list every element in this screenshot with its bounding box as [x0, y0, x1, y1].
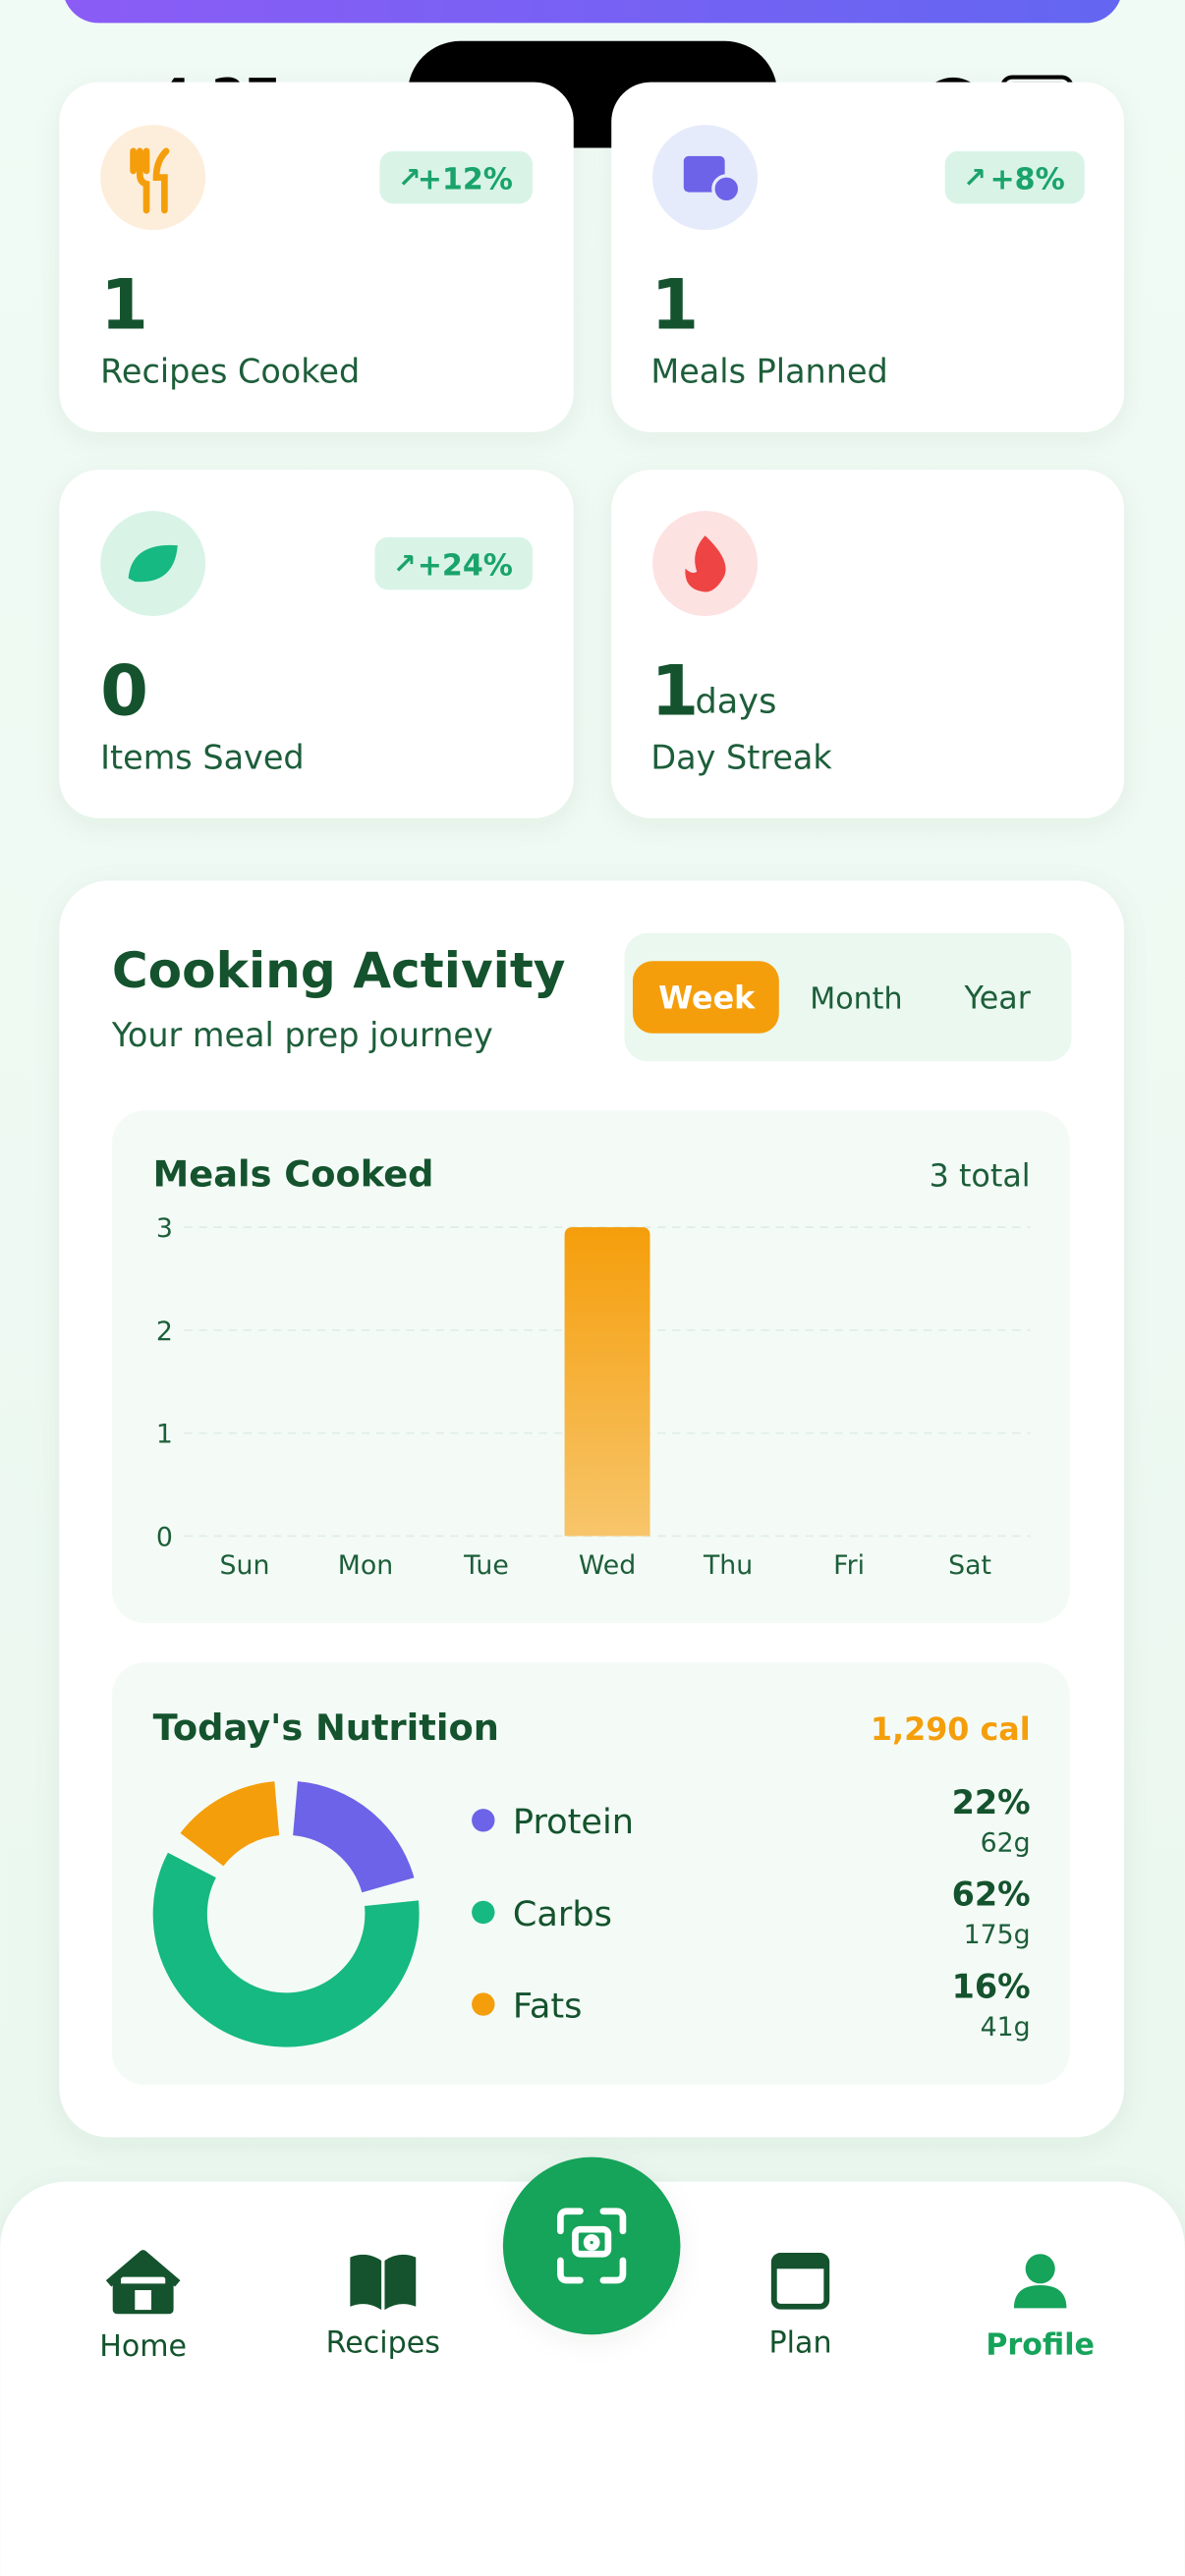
y-tick-label: 3: [156, 1213, 173, 1244]
chart-total: 3 total: [930, 1158, 1031, 1194]
x-tick-label: Thu: [703, 1550, 753, 1581]
y-tick-label: 0: [156, 1523, 173, 1553]
plan-icon-top: [773, 2255, 827, 2269]
tab-label[interactable]: Plan: [769, 2326, 832, 2361]
trend-arrow: ↗: [398, 162, 422, 195]
bar: [564, 1227, 650, 1537]
x-tick-label: Sun: [220, 1550, 270, 1581]
stat-value: 1: [650, 650, 699, 731]
stat-unit: days: [696, 682, 777, 722]
legend-label: Protein: [513, 1802, 634, 1842]
macro-donut: Protein 22% 62g Carbs 62% 175g Fats 16% 41g: [152, 1781, 1031, 2047]
profile-body: [1013, 2285, 1067, 2309]
macro-grams: 62g: [981, 1828, 1031, 1859]
trend-arrow: ↗: [963, 162, 987, 195]
period-selected[interactable]: [632, 961, 779, 1034]
period-option[interactable]: Week: [658, 981, 756, 1017]
tab-label[interactable]: Recipes: [326, 2326, 440, 2361]
nutrition-title: Today's Nutrition: [153, 1707, 499, 1749]
change: +8%: [989, 162, 1064, 196]
stat-card[interactable]: ↗ +8% 1 Meals Planned: [611, 82, 1124, 432]
period-option[interactable]: Month: [810, 982, 902, 1017]
macro-grams: 175g: [964, 1920, 1031, 1950]
donut-segment: [292, 1781, 415, 1894]
tab-bar: [0, 2181, 1185, 2576]
y-tick-label: 1: [156, 1420, 173, 1450]
legend-dot: [472, 1900, 495, 1925]
flame-icon: [685, 535, 726, 592]
stat-label: Meals Planned: [650, 353, 887, 391]
recipes-icon: [350, 2254, 417, 2311]
x-tick-label: Mon: [338, 1550, 393, 1581]
chart-title: Meals Cooked: [153, 1152, 434, 1195]
stat-value: 1: [100, 264, 148, 345]
stat-label: Recipes Cooked: [100, 353, 360, 391]
utensils-icon: [130, 147, 170, 214]
activity-subtitle: Your meal prep journey: [111, 1016, 493, 1054]
legend-dot: [472, 1809, 495, 1832]
stat-value: 1: [650, 264, 699, 345]
donut-segment: [152, 1852, 420, 2047]
tab-label[interactable]: Profile: [986, 2327, 1095, 2362]
badge: [379, 150, 533, 204]
y-tick-label: 2: [156, 1316, 173, 1347]
macro-grams: 41g: [981, 2012, 1031, 2043]
badge: [374, 536, 533, 590]
leaf-icon: [128, 544, 178, 583]
macro-percent: 16%: [952, 1967, 1031, 2005]
stat-card[interactable]: ↗ +12% 1 Recipes Cooked: [59, 82, 574, 432]
stat-label: Items Saved: [100, 739, 304, 777]
trend-arrow: ↗: [393, 548, 417, 581]
legend-dot: [472, 1992, 495, 2016]
activity-title: Cooking Activity: [112, 941, 566, 999]
calories: 1,290 cal: [871, 1712, 1031, 1748]
profile-head: [1025, 2254, 1055, 2284]
stat-value: 0: [100, 650, 148, 731]
stat-card[interactable]: ↗ +24% 0 Items Saved: [59, 470, 574, 818]
badge: [944, 150, 1085, 204]
x-tick-label: Tue: [463, 1550, 509, 1581]
header-banner: [65, 0, 1120, 24]
check-icon: [711, 174, 742, 204]
x-tick-label: Sat: [948, 1550, 991, 1581]
tab-label[interactable]: Home: [99, 2329, 187, 2364]
donut-segment: [180, 1781, 281, 1868]
home-door: [135, 2290, 152, 2311]
x-tick-label: Wed: [579, 1550, 636, 1581]
change: +12%: [418, 162, 513, 196]
stat-label: Day Streak: [650, 739, 832, 777]
x-tick-label: Fri: [833, 1550, 865, 1581]
legend-label: Carbs: [513, 1894, 612, 1934]
legend-label: Fats: [513, 1986, 583, 2026]
camera-icon: [557, 2208, 627, 2284]
period-option[interactable]: Year: [964, 981, 1032, 1017]
macro-percent: 62%: [952, 1876, 1031, 1914]
bar-chart: 0 1 2 3 Sun Mon Tue Wed Thu Fri Sat: [156, 1213, 1031, 1581]
stat-card[interactable]: 1 days Day Streak: [611, 470, 1124, 818]
change: +24%: [418, 548, 513, 583]
macro-percent: 22%: [952, 1783, 1031, 1821]
